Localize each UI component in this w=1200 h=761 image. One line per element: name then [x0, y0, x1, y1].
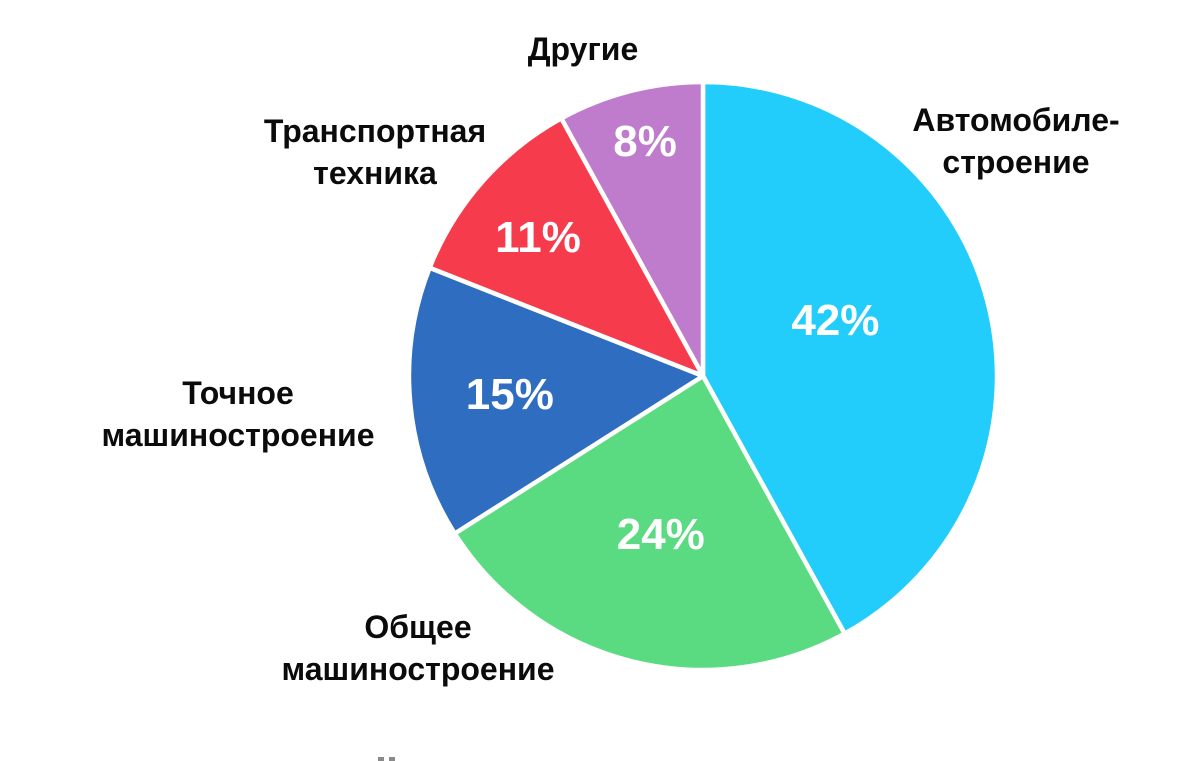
category-label-line: Точное	[182, 375, 294, 411]
slice-category-label-0: Автомобиле-строение	[912, 99, 1119, 183]
slice-category-label-2: Точное машиностроение	[102, 372, 375, 456]
slice-category-label-4: Другие	[528, 28, 639, 70]
category-label-line: машиностроение	[281, 651, 555, 687]
category-label-line: Транспортная	[263, 113, 487, 149]
slice-value-label-2: 15%	[465, 370, 554, 420]
slice-value-label-0: 42%	[791, 296, 880, 346]
pie-slice-2	[406, 265, 706, 536]
category-label-line: Общее	[364, 609, 472, 645]
category-label-line: Автомобиле-	[912, 102, 1120, 138]
category-label-line: техника	[313, 155, 437, 191]
slice-value-label-4: 8%	[613, 117, 677, 167]
category-label-line: строение	[942, 144, 1090, 180]
category-label-line: Другие	[527, 31, 639, 67]
slice-value-label-3: 11%	[495, 213, 581, 263]
slice-value-label-1: 24%	[616, 509, 705, 559]
slice-category-label-1: Общее машиностроение	[282, 606, 555, 690]
slice-category-label-3: Транспортная техника	[264, 110, 486, 194]
pie-slice-0	[700, 79, 1000, 636]
cutoff-text-fragment	[378, 757, 398, 761]
pie-slice-4	[559, 79, 706, 379]
category-label-line: машиностроение	[101, 417, 375, 453]
pie-slice-3	[427, 116, 706, 379]
pie-slice-1	[452, 373, 847, 673]
